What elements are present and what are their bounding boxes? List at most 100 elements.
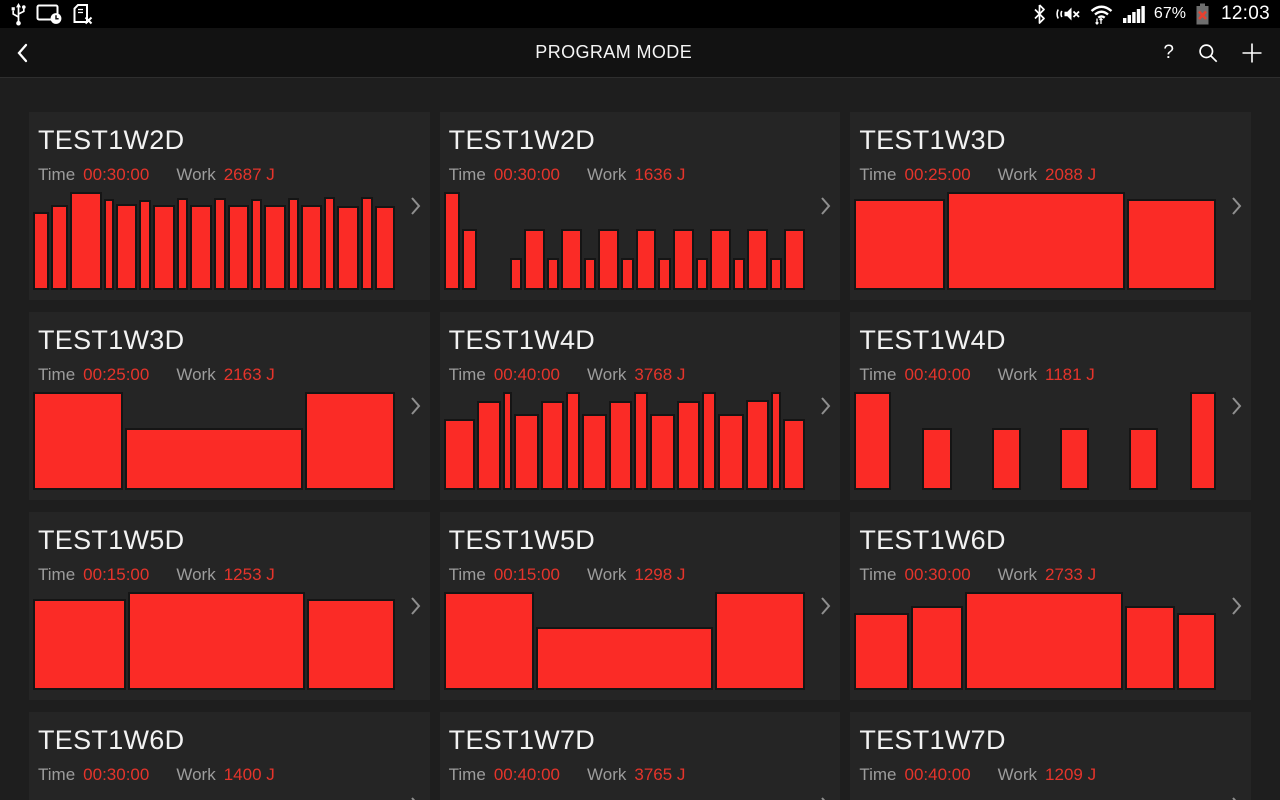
program-card[interactable]: TEST1W7D Time 00:40:00 Work 3765 J <box>439 712 841 800</box>
chart-bar <box>33 211 49 290</box>
chevron-right-icon[interactable] <box>410 196 421 216</box>
chart-bar <box>540 400 565 490</box>
time-value: 00:25:00 <box>904 165 971 184</box>
chevron-right-icon[interactable] <box>410 796 421 800</box>
program-card[interactable]: TEST1W2D Time 00:30:00 Work 2687 J <box>29 112 430 300</box>
chart-bar <box>771 392 781 490</box>
chart-bar <box>717 413 744 490</box>
help-button[interactable]: ? <box>1163 41 1174 63</box>
chart-bar <box>608 400 632 490</box>
chart-bar <box>992 428 1022 490</box>
program-title: TEST1W4D <box>859 325 1006 355</box>
chart-bar <box>213 197 226 290</box>
chart-bar <box>139 199 151 290</box>
chart-bar <box>287 197 299 290</box>
program-title: TEST1W7D <box>859 725 1006 755</box>
program-card[interactable]: TEST1W6D Time 00:30:00 Work 2733 J <box>850 512 1251 700</box>
program-card[interactable]: TEST1W4D Time 00:40:00 Work 3768 J <box>439 312 841 500</box>
program-meta: Time 00:40:00 Work 1209 J <box>859 765 1242 785</box>
chart-bar <box>324 196 336 290</box>
clock: 12:03 <box>1220 3 1270 24</box>
chevron-right-icon[interactable] <box>1231 196 1242 216</box>
work-value: 3768 J <box>634 365 686 384</box>
chart-bar <box>304 392 395 490</box>
chart-bar <box>1060 428 1089 490</box>
battery-error-icon <box>1195 3 1210 25</box>
program-title: TEST1W7D <box>448 725 596 755</box>
time-label: Time <box>859 765 897 784</box>
work-label: Work <box>176 365 216 384</box>
chart-bar <box>1177 612 1216 690</box>
chart-bar <box>677 400 701 490</box>
chart-bar <box>476 400 502 490</box>
chevron-right-icon[interactable] <box>820 796 831 800</box>
chart-gap <box>954 489 991 490</box>
work-label: Work <box>176 565 216 584</box>
chart-bar <box>581 413 607 490</box>
program-meta: Time 00:40:00 Work 1181 J <box>859 365 1242 385</box>
chart-bar <box>910 605 964 690</box>
chart-bar <box>189 204 212 290</box>
work-value: 1209 J <box>1045 765 1097 784</box>
chart-gap <box>479 289 507 290</box>
chart-bar <box>695 257 708 290</box>
program-card[interactable]: TEST1W2D Time 00:30:00 Work 1636 J <box>439 112 841 300</box>
chevron-right-icon[interactable] <box>410 396 421 416</box>
chevron-right-icon[interactable] <box>820 196 831 216</box>
time-label: Time <box>38 165 76 184</box>
program-card[interactable]: TEST1W6D Time 00:30:00 Work 1400 J <box>29 712 430 800</box>
program-meta: Time 00:40:00 Work 3765 J <box>449 765 832 785</box>
program-bar-chart <box>443 392 808 490</box>
no-sim-icon <box>72 3 93 25</box>
program-meta: Time 00:30:00 Work 1400 J <box>38 765 421 785</box>
chart-bar <box>747 229 769 290</box>
work-value: 1253 J <box>223 565 275 584</box>
status-bar-left <box>10 2 93 26</box>
program-bar-chart <box>443 592 808 690</box>
work-label: Work <box>587 765 627 784</box>
time-label: Time <box>448 165 486 184</box>
status-bar: 67% 12:03 <box>0 0 1280 28</box>
program-title: TEST1W2D <box>448 125 596 155</box>
work-label: Work <box>587 365 627 384</box>
chart-bar <box>598 229 620 290</box>
chart-bar <box>375 205 395 290</box>
add-icon[interactable] <box>1242 43 1262 63</box>
program-title: TEST1W5D <box>448 525 596 555</box>
chart-bar <box>546 257 560 290</box>
work-value: 1636 J <box>634 165 686 184</box>
chart-bar <box>50 204 68 290</box>
chart-bar <box>251 198 263 290</box>
chart-bar <box>127 592 305 690</box>
chart-bar <box>947 192 1125 290</box>
work-label: Work <box>176 765 216 784</box>
program-meta: Time 00:40:00 Work 3768 J <box>449 365 832 385</box>
chart-bar <box>649 413 676 490</box>
time-value: 00:30:00 <box>904 565 971 584</box>
chevron-right-icon[interactable] <box>1231 596 1242 616</box>
chart-bar <box>710 229 731 290</box>
program-card[interactable]: TEST1W5D Time 00:15:00 Work 1298 J <box>439 512 841 700</box>
program-title: TEST1W6D <box>38 725 185 755</box>
program-title: TEST1W4D <box>448 325 596 355</box>
program-card[interactable]: TEST1W3D Time 00:25:00 Work 2163 J <box>29 312 430 500</box>
back-icon[interactable] <box>16 43 28 63</box>
chevron-right-icon[interactable] <box>1231 396 1242 416</box>
chevron-right-icon[interactable] <box>410 596 421 616</box>
chart-bar <box>461 229 478 290</box>
time-value: 00:30:00 <box>83 765 150 784</box>
time-label: Time <box>859 165 897 184</box>
chevron-right-icon[interactable] <box>1231 796 1242 800</box>
program-card[interactable]: TEST1W7D Time 00:40:00 Work 1209 J <box>850 712 1251 800</box>
wifi-transfer-icon <box>1089 4 1114 25</box>
program-card[interactable]: TEST1W3D Time 00:25:00 Work 2088 J <box>850 112 1251 300</box>
chevron-right-icon[interactable] <box>820 596 831 616</box>
chevron-right-icon[interactable] <box>820 396 831 416</box>
chart-bar <box>965 592 1123 690</box>
chart-bar <box>509 257 522 290</box>
chart-bar <box>443 192 460 290</box>
work-label: Work <box>997 365 1038 384</box>
program-card[interactable]: TEST1W5D Time 00:15:00 Work 1253 J <box>29 512 430 700</box>
program-card[interactable]: TEST1W4D Time 00:40:00 Work 1181 J <box>850 312 1251 500</box>
search-icon[interactable] <box>1198 43 1218 63</box>
